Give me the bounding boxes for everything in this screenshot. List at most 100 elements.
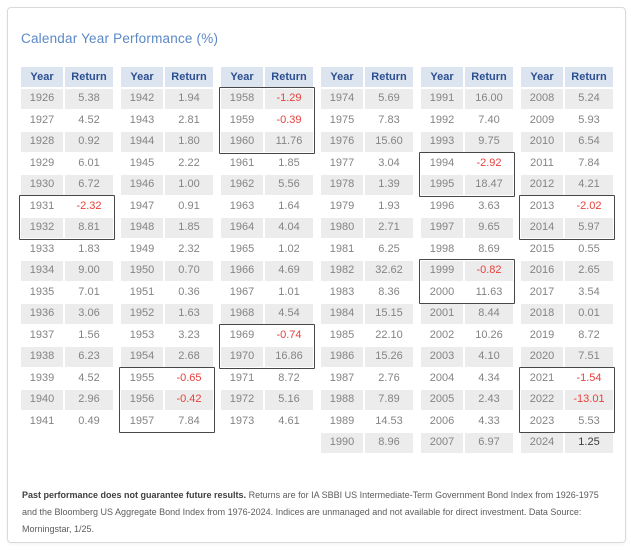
table-row: 1931 -2.32 (21, 196, 113, 216)
year-column-header: Year (421, 67, 463, 87)
year-cell: 2013 (521, 196, 563, 216)
return-cell: 1.01 (265, 282, 313, 302)
page-title: Calendar Year Performance (%) (21, 31, 219, 46)
return-cell: 1.56 (65, 325, 113, 345)
year-column-group-6: Year Return 2008 5.24 2009 5.93 2010 6.54 2011 7.… (519, 67, 615, 455)
return-cell: 2.96 (65, 390, 113, 410)
year-cell: 2005 (421, 390, 463, 410)
table-row: 1946 1.00 (121, 175, 213, 195)
year-cell: 1936 (21, 304, 63, 324)
table-row: 1976 15.60 (321, 132, 413, 152)
table-row: 1998 8.69 (421, 239, 513, 259)
year-cell: 1971 (221, 368, 263, 388)
year-cell: 2016 (521, 261, 563, 281)
return-cell: 7.84 (165, 411, 213, 431)
return-cell: 7.40 (465, 110, 513, 130)
return-cell: 2.43 (465, 390, 513, 410)
year-cell: 1931 (21, 196, 63, 216)
table-row: 1969 -0.74 (221, 325, 313, 345)
return-cell: 4.34 (465, 368, 513, 388)
table-row: 2007 6.97 (421, 433, 513, 453)
table-row: 2015 0.55 (521, 239, 613, 259)
table-row: 2004 4.34 (421, 368, 513, 388)
return-cell: 15.15 (365, 304, 413, 324)
table-row: 1937 1.56 (21, 325, 113, 345)
return-cell: 1.80 (165, 132, 213, 152)
table-row: 1939 4.52 (21, 368, 113, 388)
year-cell: 1972 (221, 390, 263, 410)
return-cell: 3.23 (165, 325, 213, 345)
table-row: 1934 9.00 (21, 261, 113, 281)
table-row: 2000 11.63 (421, 282, 513, 302)
column-header-row: Year Return (321, 67, 413, 87)
year-cell: 2003 (421, 347, 463, 367)
return-cell: 0.92 (65, 132, 113, 152)
year-cell: 1938 (21, 347, 63, 367)
year-cell: 1999 (421, 261, 463, 281)
year-cell: 2000 (421, 282, 463, 302)
return-cell: 3.06 (65, 304, 113, 324)
return-cell: 5.69 (365, 89, 413, 109)
table-row: 1940 2.96 (21, 390, 113, 410)
year-cell: 1968 (221, 304, 263, 324)
table-row: 1936 3.06 (21, 304, 113, 324)
return-column-header: Return (165, 67, 213, 87)
year-cell: 1970 (221, 347, 263, 367)
return-cell: 22.10 (365, 325, 413, 345)
return-cell: 8.36 (365, 282, 413, 302)
year-cell: 1942 (121, 89, 163, 109)
table-row: 1990 8.96 (321, 433, 413, 453)
return-column-header: Return (465, 67, 513, 87)
year-cell: 1948 (121, 218, 163, 238)
return-cell: -0.39 (265, 110, 313, 130)
table-row: 1942 1.94 (121, 89, 213, 109)
table-row: 1992 7.40 (421, 110, 513, 130)
return-cell: -2.92 (465, 153, 513, 173)
return-cell: 9.65 (465, 218, 513, 238)
year-cell: 1997 (421, 218, 463, 238)
year-cell: 1957 (121, 411, 163, 431)
table-row: 2001 8.44 (421, 304, 513, 324)
year-cell: 1926 (21, 89, 63, 109)
table-row: 1968 4.54 (221, 304, 313, 324)
year-column-header: Year (121, 67, 163, 87)
year-column-group-4: Year Return 1974 5.69 1975 7.83 1976 15.60 1977 3… (321, 67, 413, 455)
return-cell: 2.22 (165, 153, 213, 173)
table-row: 2023 5.53 (521, 411, 613, 431)
table-row: 1956 -0.42 (121, 390, 213, 410)
year-cell: 2015 (521, 239, 563, 259)
return-cell: 8.69 (465, 239, 513, 259)
table-row: 1977 3.04 (321, 153, 413, 173)
table-row: 1971 8.72 (221, 368, 313, 388)
return-cell: 3.54 (565, 282, 613, 302)
year-cell: 2012 (521, 175, 563, 195)
return-cell: 0.55 (565, 239, 613, 259)
return-cell: -13.01 (565, 390, 613, 410)
return-cell: 8.81 (65, 218, 113, 238)
year-cell: 2022 (521, 390, 563, 410)
footnote-body: Returns are for IA SBBI US Intermediate-… (22, 489, 599, 534)
return-column-header: Return (565, 67, 613, 87)
return-cell: 1.85 (165, 218, 213, 238)
year-cell: 1993 (421, 132, 463, 152)
year-cell: 1974 (321, 89, 363, 109)
table-row: 2013 -2.02 (521, 196, 613, 216)
return-cell: -2.32 (65, 196, 113, 216)
table-row: 1957 7.84 (121, 411, 213, 431)
year-cell: 1928 (21, 132, 63, 152)
year-cell: 1950 (121, 261, 163, 281)
year-cell: 1975 (321, 110, 363, 130)
table-row: 1964 4.04 (221, 218, 313, 238)
return-cell: 7.51 (565, 347, 613, 367)
return-cell: 11.76 (265, 132, 313, 152)
table-row: 1997 9.65 (421, 218, 513, 238)
return-cell: 8.44 (465, 304, 513, 324)
year-column-header: Year (221, 67, 263, 87)
return-cell: 0.36 (165, 282, 213, 302)
return-cell: 4.69 (265, 261, 313, 281)
return-cell: 1.93 (365, 196, 413, 216)
column-header-row: Year Return (421, 67, 513, 87)
year-cell: 1935 (21, 282, 63, 302)
year-cell: 1994 (421, 153, 463, 173)
year-cell: 1966 (221, 261, 263, 281)
